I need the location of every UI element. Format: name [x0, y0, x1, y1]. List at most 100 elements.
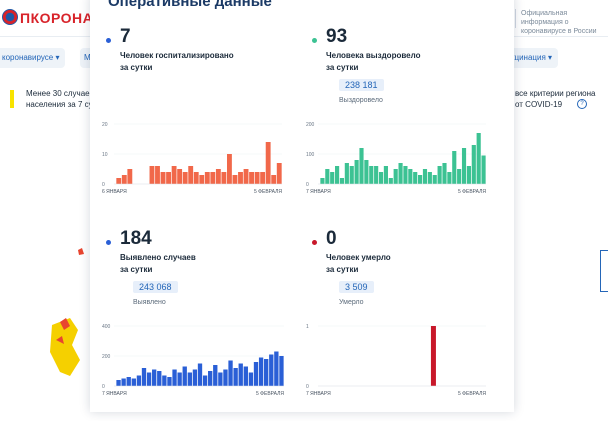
- chart-bar: [155, 166, 160, 184]
- chart-bar: [210, 172, 216, 184]
- chart-bar: [177, 169, 183, 184]
- chart-bar: [152, 369, 157, 386]
- chart-bar: [408, 169, 413, 184]
- chart-bar: [393, 169, 398, 184]
- bullet-dot: [312, 38, 317, 43]
- chart-bar: [116, 380, 121, 386]
- x-axis-start-label: 7 ЯНВАРЯ: [102, 391, 127, 397]
- chart-bar: [167, 377, 172, 386]
- y-tick-label: 0: [306, 182, 309, 188]
- chart-bar: [418, 175, 423, 184]
- chart-bar: [325, 169, 330, 184]
- chart-bar: [116, 178, 122, 184]
- y-tick-label: 10: [102, 152, 108, 158]
- bullet-dot: [106, 38, 111, 43]
- y-tick-label: 1: [306, 324, 309, 330]
- chart-bar: [427, 172, 432, 184]
- y-tick-label: 0: [102, 384, 105, 390]
- cases-chart: 400 200 07 ЯНВАРЯ 5 ФЕВРАЛЯ: [102, 324, 284, 397]
- help-icon[interactable]: ?: [577, 99, 587, 109]
- chart-bar: [249, 172, 255, 184]
- deaths-total-label: Умерло: [339, 299, 364, 306]
- chart-bar: [204, 172, 210, 184]
- hospitalized-value: 7: [120, 26, 131, 47]
- chart-bar: [233, 368, 238, 386]
- chart-bar: [258, 357, 264, 386]
- chart-bar: [403, 166, 408, 184]
- chart-bar: [260, 172, 266, 184]
- chart-bar: [197, 363, 203, 386]
- x-axis-end-label: 5 ФЕВРАЛЯ: [458, 189, 486, 195]
- chart-bar: [457, 169, 462, 184]
- chart-bar: [265, 142, 271, 184]
- deaths-value: 0: [326, 228, 337, 249]
- chart-bar: [398, 163, 403, 184]
- chart-bar: [238, 363, 243, 386]
- chart-bar: [339, 178, 345, 184]
- chart-bar: [166, 172, 172, 184]
- x-axis-end-label: 5 ФЕВРАЛЯ: [254, 189, 282, 195]
- chart-bar: [215, 169, 221, 184]
- chart-bar: [177, 372, 182, 386]
- nav-dropdown-vaccination[interactable]: кцинация ▾: [505, 48, 559, 68]
- chart-bar: [248, 372, 254, 386]
- chart-bar: [276, 163, 282, 184]
- x-axis-start-label: 6 ЯНВАРЯ: [102, 189, 127, 195]
- chart-bar: [188, 166, 194, 184]
- chart-bar: [364, 160, 369, 184]
- side-panel-tab[interactable]: [600, 250, 608, 292]
- operational-data-panel: Оперативные данные 7 Человек госпитализи…: [90, 0, 514, 412]
- cases-desc: Выявлено случаев за сутки: [120, 253, 196, 274]
- chart-bar: [349, 166, 354, 184]
- panel-title: Оперативные данные: [108, 0, 272, 10]
- recovered-value: 93: [326, 26, 348, 47]
- y-tick-label: 0: [102, 182, 105, 188]
- card-deaths: 0 Человек умерло за сутки 3 509 Умерло: [310, 226, 510, 421]
- divider: [515, 9, 516, 28]
- chart-bar: [131, 378, 136, 386]
- chart-bar: [452, 151, 457, 184]
- nav-dropdown-coronavirus[interactable]: коронавирусе ▾: [0, 48, 66, 68]
- recovered-chart: 200 100 07 ЯНВАРЯ 5 ФЕВРАЛЯ: [306, 122, 486, 195]
- logo-icon[interactable]: [2, 9, 18, 25]
- chart-bar: [374, 166, 379, 184]
- chart-bar: [157, 371, 162, 386]
- chart-bar: [149, 166, 155, 184]
- chart-bar: [243, 169, 249, 184]
- chart-bar: [172, 369, 177, 386]
- chart-bar: [442, 163, 447, 184]
- chart-bar: [279, 356, 284, 386]
- chart-bar: [226, 154, 232, 184]
- chart-bar: [432, 175, 437, 184]
- russia-map-fragment-left: [50, 248, 95, 376]
- chart-bar: [228, 360, 233, 386]
- chart-bar: [146, 372, 152, 386]
- chart-bar: [160, 172, 166, 184]
- chart-bar: [378, 172, 384, 184]
- card-recovered: 93 Человека выздоровело за сутки 238 181…: [310, 24, 510, 219]
- chart-bar: [208, 371, 213, 386]
- chart-bar: [162, 375, 167, 386]
- cases-total: 243 068: [133, 281, 178, 293]
- y-tick-label: 100: [306, 152, 315, 158]
- legend-text-right-label: все критерии региона от COVID-19: [515, 89, 596, 109]
- chart-bar: [430, 326, 436, 386]
- y-tick-label: 200: [306, 122, 315, 128]
- legend-yellow-marker: [10, 90, 14, 108]
- chart-bar: [359, 148, 364, 184]
- chart-bar: [264, 359, 269, 386]
- x-axis-start-label: 7 ЯНВАРЯ: [306, 189, 331, 195]
- chart-bar: [232, 175, 238, 184]
- chart-bar: [335, 166, 340, 184]
- deaths-desc: Человек умерло за сутки: [326, 253, 391, 274]
- hospitalized-chart: 20 10 06 ЯНВАРЯ 5 ФЕВРАЛЯ: [102, 122, 282, 195]
- x-axis-start-label: 7 ЯНВАРЯ: [306, 391, 331, 397]
- chart-bar: [127, 169, 133, 184]
- chart-bar: [471, 145, 476, 184]
- chart-bar: [192, 369, 198, 386]
- chart-bar: [253, 362, 259, 386]
- chart-bar: [476, 133, 481, 184]
- chart-bar: [437, 166, 442, 184]
- y-tick-label: 400: [102, 324, 111, 330]
- chart-bar: [182, 366, 187, 386]
